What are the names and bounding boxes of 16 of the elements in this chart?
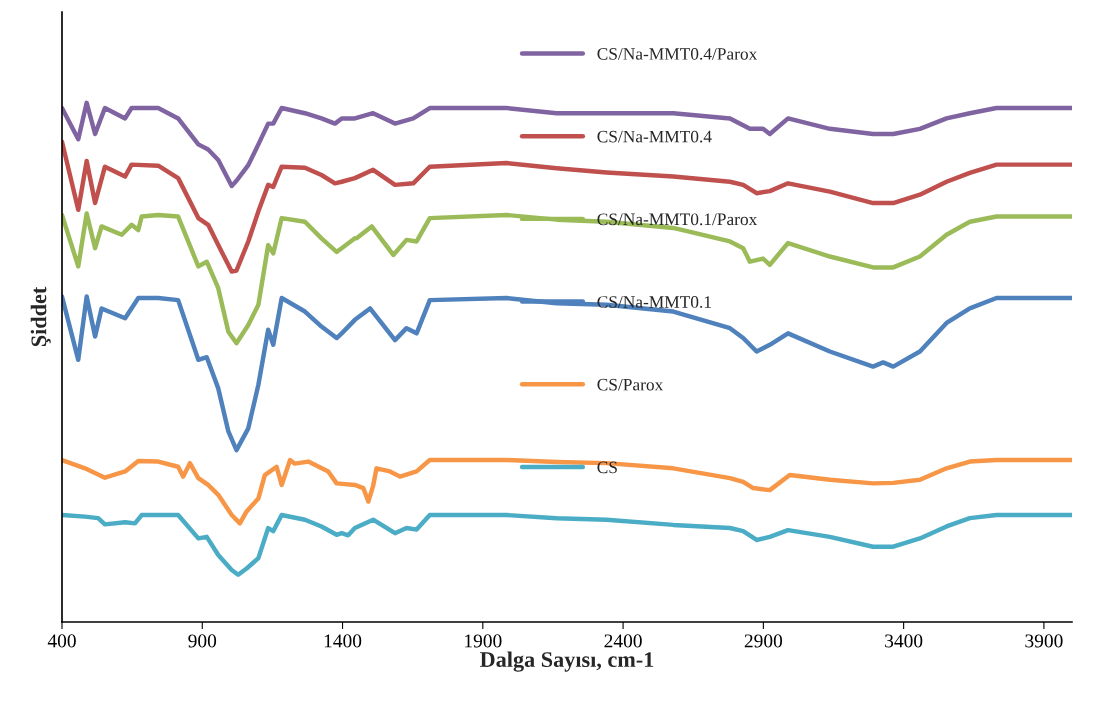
x-tick-label: 2900: [744, 634, 783, 648]
x-tick-label: 3900: [1025, 634, 1063, 648]
x-tick-label: 1900: [465, 634, 502, 648]
legend-label: CS/Na-MMT0.4: [597, 130, 712, 143]
legend-label: CS/Parox: [597, 378, 664, 391]
x-tick-label: 3400: [885, 634, 923, 648]
y-axis-title: Şiddet: [30, 286, 51, 347]
x-tick-label: 900: [188, 634, 217, 648]
x-tick-label: 1400: [324, 634, 362, 648]
x-axis-title: Dalga Sayısı, cm-1: [480, 651, 654, 672]
legend-label: CS/Na-MMT0.1/Parox: [597, 213, 758, 226]
legend-label: CS/Na-MMT0.4/Parox: [597, 48, 758, 60]
legend-label: CS: [597, 461, 617, 474]
x-tick-label: 2400: [604, 634, 642, 648]
legend-label: CS/Na-MMT0.1: [597, 296, 711, 308]
x-tick-label: 400: [47, 634, 76, 648]
